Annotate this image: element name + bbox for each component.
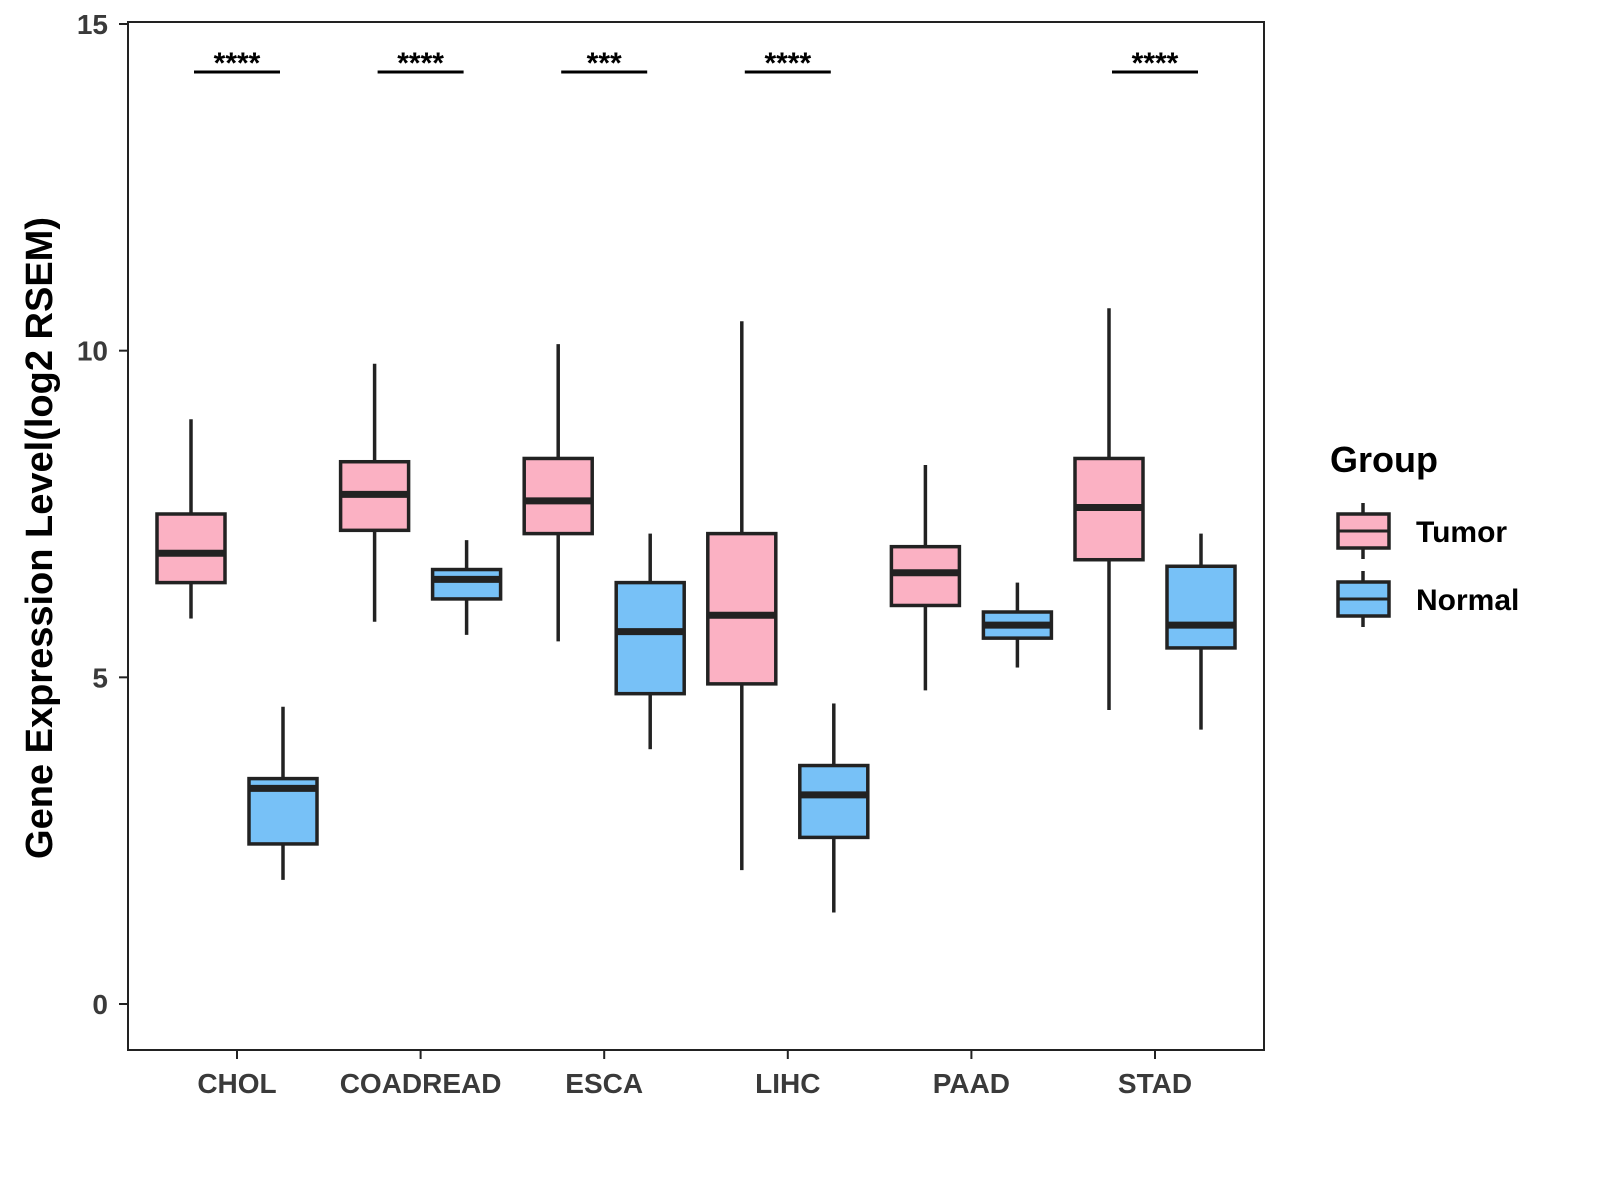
- x-tick-label-chol: CHOL: [197, 1068, 276, 1099]
- legend-key-normal: [1336, 571, 1391, 627]
- box-normal-coadread: [430, 540, 503, 635]
- box-normal-paad: [981, 582, 1054, 668]
- y-tick-label: 5: [92, 662, 108, 693]
- iqr-box: [522, 456, 594, 536]
- box-tumor-esca: [522, 344, 594, 642]
- significance-label-stad: ****: [1132, 47, 1179, 80]
- significance-label-esca: ***: [587, 47, 622, 80]
- legend: Group Tumor Normal: [1330, 439, 1519, 627]
- box-tumor-lihc: [706, 321, 778, 871]
- legend-title: Group: [1330, 439, 1438, 480]
- x-tick-label-paad: PAAD: [933, 1068, 1010, 1099]
- y-tick-label: 10: [77, 336, 108, 367]
- plot-panel: [127, 21, 1265, 1051]
- iqr-box: [706, 531, 778, 686]
- y-tick-label: 15: [77, 9, 108, 40]
- iqr-box: [1165, 564, 1237, 650]
- x-tick-label-stad: STAD: [1118, 1068, 1192, 1099]
- x-tick-label-lihc: LIHC: [755, 1068, 820, 1099]
- significance-label-lihc: ****: [764, 47, 811, 80]
- iqr-box: [430, 567, 503, 601]
- box-normal-chol: [247, 706, 319, 880]
- x-tick-label-esca: ESCA: [565, 1068, 643, 1099]
- iqr-box: [614, 580, 686, 696]
- box-tumor-chol: [155, 419, 227, 619]
- iqr-box: [798, 763, 870, 840]
- box-tumor-stad: [1073, 308, 1145, 711]
- iqr-box: [155, 512, 227, 585]
- x-axis: CHOL COADREAD ESCA LIHC PAAD STAD: [197, 1050, 1192, 1099]
- significance-label-coadread: ****: [397, 47, 444, 80]
- box-tumor-coadread: [338, 363, 411, 622]
- box-normal-esca: [614, 533, 686, 750]
- box-normal-stad: [1165, 533, 1237, 730]
- box-series: [155, 308, 1237, 913]
- legend-label-normal: Normal: [1416, 584, 1519, 617]
- y-tick-label: 0: [92, 989, 108, 1020]
- legend-label-tumor: Tumor: [1416, 516, 1507, 549]
- x-tick-label-coadread: COADREAD: [340, 1068, 502, 1099]
- significance-annotations: **** **** *** **** ****: [194, 47, 1198, 80]
- box-tumor-paad: [889, 465, 962, 691]
- box-normal-lihc: [798, 703, 870, 913]
- y-axis-title: Gene Expression Level(log2 RSEM): [19, 217, 61, 859]
- legend-key-tumor: [1336, 503, 1391, 559]
- y-axis: 0 5 10 15: [77, 9, 128, 1020]
- significance-label-chol: ****: [214, 47, 261, 80]
